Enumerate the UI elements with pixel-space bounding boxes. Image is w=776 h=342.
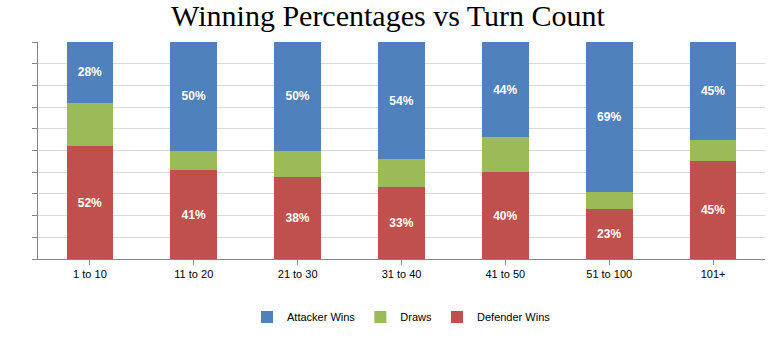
svg-text:54%: 54% [389, 94, 413, 108]
svg-text:28%: 28% [78, 65, 102, 79]
svg-text:11 to 20: 11 to 20 [174, 268, 213, 280]
svg-text:41%: 41% [182, 208, 206, 222]
svg-text:50%: 50% [285, 89, 309, 103]
svg-text:52%: 52% [78, 196, 102, 210]
svg-text:40%: 40% [493, 209, 517, 223]
svg-text:Defender Wins: Defender Wins [477, 311, 550, 323]
svg-text:44%: 44% [493, 83, 517, 97]
svg-text:21 to 30: 21 to 30 [278, 268, 318, 280]
svg-text:41 to 50: 41 to 50 [485, 268, 525, 280]
svg-text:69%: 69% [597, 110, 621, 124]
svg-text:101+: 101+ [701, 268, 726, 280]
svg-text:Attacker Wins: Attacker Wins [287, 311, 355, 323]
svg-text:23%: 23% [597, 227, 621, 241]
svg-text:45%: 45% [701, 84, 725, 98]
svg-text:Draws: Draws [400, 311, 432, 323]
svg-text:38%: 38% [285, 211, 309, 225]
svg-text:50%: 50% [182, 89, 206, 103]
svg-text:1 to 10: 1 to 10 [73, 268, 107, 280]
svg-text:Winning Percentages vs Turn Co: Winning Percentages vs Turn Count [171, 0, 605, 32]
svg-text:45%: 45% [701, 203, 725, 217]
svg-text:33%: 33% [389, 216, 413, 230]
svg-text:51 to 100: 51 to 100 [586, 268, 632, 280]
svg-text:31 to 40: 31 to 40 [382, 268, 422, 280]
